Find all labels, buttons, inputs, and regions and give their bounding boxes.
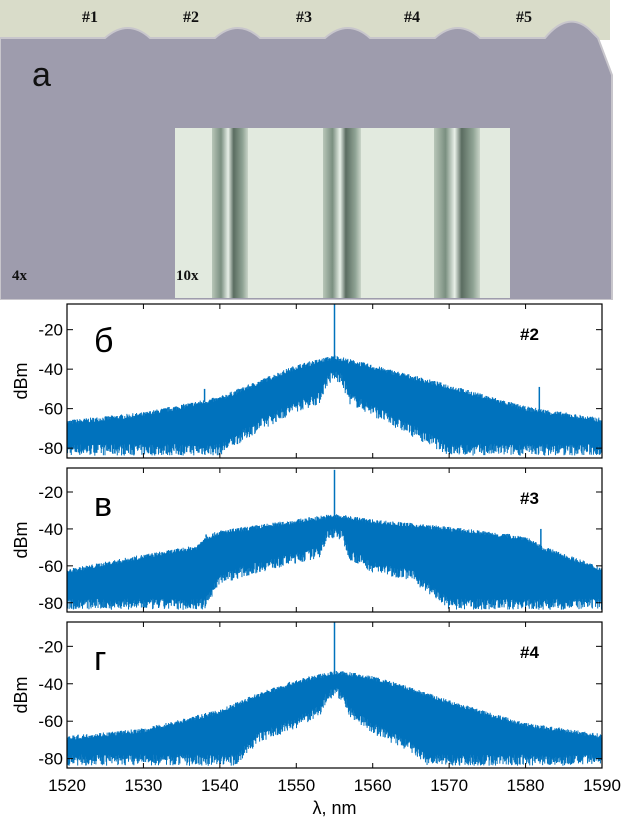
inset-channel-right [434, 128, 480, 298]
y-tick-label: -60 [38, 400, 63, 419]
y-tick-label: -20 [38, 637, 63, 656]
spectrum-panel-1: -20 -40 -60 -80 dBm б #2 [11, 303, 603, 459]
y-tick-label: -80 [38, 594, 63, 613]
y-axis-label: dBm [11, 521, 31, 558]
port-annotation: #2 [520, 325, 539, 344]
spectrum-panel-2: -20 -40 -60 -80 dBm в #3 [11, 467, 603, 613]
port-annotation: #3 [520, 489, 539, 508]
inset-channel-middle [323, 128, 361, 298]
y-tick-label: -80 [38, 439, 63, 458]
y-tick-label: -20 [38, 321, 63, 340]
y-tick-label: -20 [38, 483, 63, 502]
y-tick-label: -40 [38, 520, 63, 539]
x-tick-label: 1540 [201, 776, 239, 795]
port-label-3: #3 [296, 9, 312, 26]
substrate-top-margin [0, 0, 610, 40]
port-label-1: #1 [82, 9, 98, 26]
x-tick-label: 1530 [125, 776, 163, 795]
spectrum-panel-3: -20 -40 -60 -80 dBm г #4 1520 1530 1540 1550 1560 15… [11, 621, 621, 818]
plot-frame [66, 467, 603, 613]
plot-frame [66, 621, 603, 769]
port-label-2: #2 [183, 9, 199, 26]
y-tick-label: -40 [38, 360, 63, 379]
x-tick-label: 1580 [507, 776, 545, 795]
panel-label-a: а [32, 56, 51, 94]
y-tick-label: -40 [38, 675, 63, 694]
port-label-4: #4 [404, 9, 420, 26]
plot-frame [66, 303, 603, 459]
inset-channel-left [212, 128, 248, 298]
x-tick-label: 1570 [430, 776, 468, 795]
micrograph-panel: #1 #2 #3 #4 #5 а 4x 10x [0, 0, 630, 300]
port-label-5: #5 [516, 9, 532, 26]
x-tick-label: 1550 [277, 776, 315, 795]
port-annotation: #4 [520, 643, 539, 662]
y-tick-label: -60 [38, 557, 63, 576]
x-tick-label: 1560 [354, 776, 392, 795]
panel-label: г [94, 640, 106, 678]
spectrum-trace [66, 355, 603, 456]
spectrum-trace [66, 514, 603, 610]
spectrum-trace [66, 670, 603, 766]
magnification-label-inset: 10x [176, 268, 199, 284]
y-axis-label: dBm [11, 362, 31, 399]
x-tick-label: 1590 [583, 776, 621, 795]
inset-image: 10x [175, 128, 510, 298]
y-axis-label: dBm [11, 676, 31, 713]
magnification-label-outer: 4x [12, 268, 28, 284]
panel-label: в [94, 486, 112, 524]
panel-label: б [94, 322, 113, 360]
y-tick-label: -80 [38, 750, 63, 769]
y-tick-label: -60 [38, 712, 63, 731]
x-axis-label: λ, nm [312, 798, 356, 818]
x-tick-label: 1520 [48, 776, 86, 795]
